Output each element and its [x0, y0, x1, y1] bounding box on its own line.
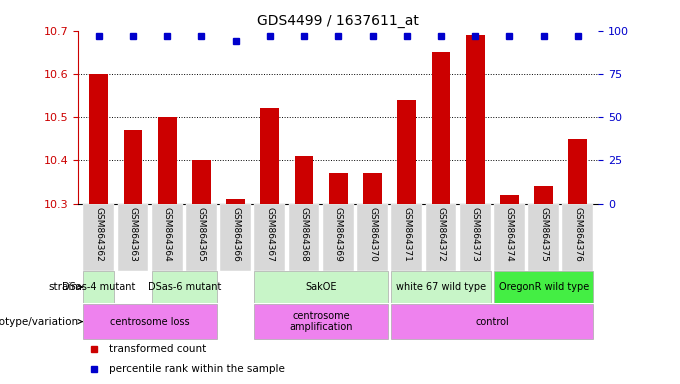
Bar	[186, 204, 217, 271]
Text: GSM864373: GSM864373	[471, 207, 479, 262]
Bar	[534, 186, 553, 204]
Text: GSM864374: GSM864374	[505, 207, 514, 262]
Bar	[158, 117, 177, 204]
Bar	[460, 204, 490, 271]
Bar	[357, 204, 388, 271]
Bar	[323, 204, 354, 271]
Bar	[432, 52, 450, 204]
Bar	[152, 204, 183, 271]
Text: centrosome loss: centrosome loss	[110, 316, 190, 327]
Text: GSM864367: GSM864367	[265, 207, 274, 262]
Text: GSM864372: GSM864372	[437, 207, 445, 262]
Bar	[260, 108, 279, 204]
Bar	[397, 100, 416, 204]
Text: white 67 wild type: white 67 wild type	[396, 282, 486, 292]
Text: DSas-4 mutant: DSas-4 mutant	[62, 282, 135, 292]
Bar	[226, 199, 245, 204]
Text: strain: strain	[48, 282, 82, 292]
Bar	[329, 173, 347, 204]
Text: transformed count: transformed count	[109, 344, 207, 354]
Text: GSM864364: GSM864364	[163, 207, 171, 262]
Text: GSM864369: GSM864369	[334, 207, 343, 262]
Text: centrosome
amplification: centrosome amplification	[290, 311, 353, 333]
Text: GSM864368: GSM864368	[300, 207, 309, 262]
Bar	[152, 271, 217, 303]
Bar	[254, 204, 285, 271]
Text: GSM864371: GSM864371	[403, 207, 411, 262]
Bar	[89, 74, 108, 204]
Bar	[363, 173, 382, 204]
Bar	[392, 271, 490, 303]
Text: GSM864362: GSM864362	[95, 207, 103, 262]
Bar	[192, 160, 211, 204]
Bar	[392, 304, 593, 339]
Bar	[220, 204, 251, 271]
Bar	[528, 204, 559, 271]
Text: GSM864375: GSM864375	[539, 207, 548, 262]
Text: SakOE: SakOE	[305, 282, 337, 292]
Text: genotype/variation: genotype/variation	[0, 316, 82, 327]
Bar	[562, 204, 593, 271]
Text: GSM864365: GSM864365	[197, 207, 206, 262]
Text: control: control	[475, 316, 509, 327]
Bar	[494, 204, 525, 271]
Bar	[466, 35, 485, 204]
Text: OregonR wild type: OregonR wild type	[498, 282, 589, 292]
Text: GSM864363: GSM864363	[129, 207, 137, 262]
Bar	[294, 156, 313, 204]
Title: GDS4499 / 1637611_at: GDS4499 / 1637611_at	[257, 14, 420, 28]
Text: GSM864366: GSM864366	[231, 207, 240, 262]
Text: DSas-6 mutant: DSas-6 mutant	[148, 282, 221, 292]
Bar	[84, 271, 114, 303]
Bar	[494, 271, 593, 303]
Bar	[568, 139, 588, 204]
Text: GSM864376: GSM864376	[573, 207, 582, 262]
Bar	[118, 204, 148, 271]
Bar	[254, 304, 388, 339]
Bar	[84, 304, 217, 339]
Text: percentile rank within the sample: percentile rank within the sample	[109, 364, 286, 374]
Bar	[392, 204, 422, 271]
Text: GSM864370: GSM864370	[368, 207, 377, 262]
Bar	[289, 204, 320, 271]
Bar	[254, 271, 388, 303]
Bar	[124, 130, 142, 204]
Bar	[426, 204, 456, 271]
Bar	[84, 204, 114, 271]
Bar	[500, 195, 519, 204]
